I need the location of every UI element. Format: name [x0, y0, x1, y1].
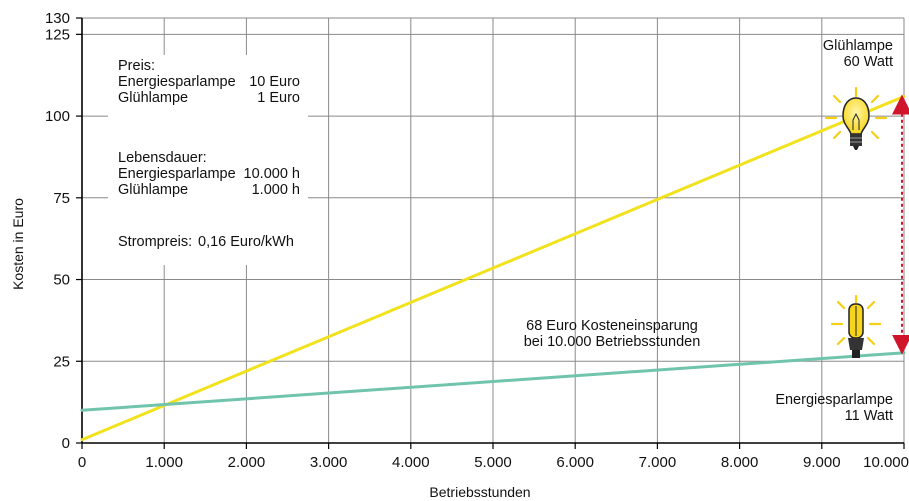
series-line — [80, 351, 906, 412]
x-axis-label: Betriebsstunden — [429, 484, 530, 500]
x-tick-label: 2.000 — [228, 454, 266, 471]
x-tick-label: 0 — [78, 454, 86, 471]
x-tick-label: 9.000 — [803, 454, 841, 471]
info-row-value: 0,16 Euro/kWh — [198, 234, 294, 250]
series-line — [80, 94, 906, 442]
info-row-label: Energiesparlampe — [118, 74, 236, 90]
gluehlampe-label-line2: 60 Watt — [844, 54, 893, 70]
savings-label-line2: bei 10.000 Betriebsstunden — [524, 334, 701, 350]
y-axis-label: Kosten in Euro — [10, 198, 26, 290]
info-row-label: Preis: — [118, 58, 155, 74]
info-row-label: Strompreis: — [118, 234, 192, 250]
esl-label-line2: 11 Watt — [845, 408, 893, 424]
incandescent-bulb-icon — [824, 86, 888, 150]
x-tick-labels: 0 1.000 2.000 3.000 4.000 5.000 6.000 7.000 8.00… — [78, 443, 909, 471]
esl-label-line1: Energiesparlampe — [775, 392, 893, 408]
y-tick-label: 25 — [53, 353, 70, 370]
x-tick-label: 10.000 — [863, 454, 909, 471]
energy-saving-lamp-icon — [830, 294, 882, 358]
y-tick-label: 50 — [53, 272, 70, 289]
info-box-background — [108, 55, 308, 265]
x-tick-label: 5.000 — [474, 454, 512, 471]
y-tick-label: 130 — [45, 10, 70, 27]
savings-label-line1: 68 Euro Kosteneinsparung — [526, 318, 698, 334]
info-row-value: 10.000 h — [244, 166, 300, 182]
info-row-value: 1.000 h — [252, 182, 300, 198]
x-tick-label: 4.000 — [392, 454, 430, 471]
x-tick-label: 8.000 — [721, 454, 759, 471]
info-row-label: Energiesparlampe — [118, 166, 236, 182]
y-tick-label: 75 — [53, 190, 70, 207]
y-tick-label: 100 — [45, 108, 70, 125]
info-row-value: 1 Euro — [257, 90, 300, 106]
info-row-label: Glühlampe — [118, 90, 188, 106]
gluehlampe-label-line1: Glühlampe — [823, 38, 893, 54]
info-row-label: Glühlampe — [118, 182, 188, 198]
y-tick-label: 0 — [62, 435, 70, 452]
x-tick-label: 7.000 — [639, 454, 677, 471]
x-tick-label: 6.000 — [556, 454, 594, 471]
x-tick-label: 3.000 — [310, 454, 348, 471]
x-tick-label: 1.000 — [145, 454, 183, 471]
info-row-label: Lebensdauer: — [118, 150, 207, 166]
info-row-value: 10 Euro — [249, 74, 300, 90]
y-tick-label: 125 — [45, 26, 70, 43]
series-lines — [80, 94, 906, 442]
